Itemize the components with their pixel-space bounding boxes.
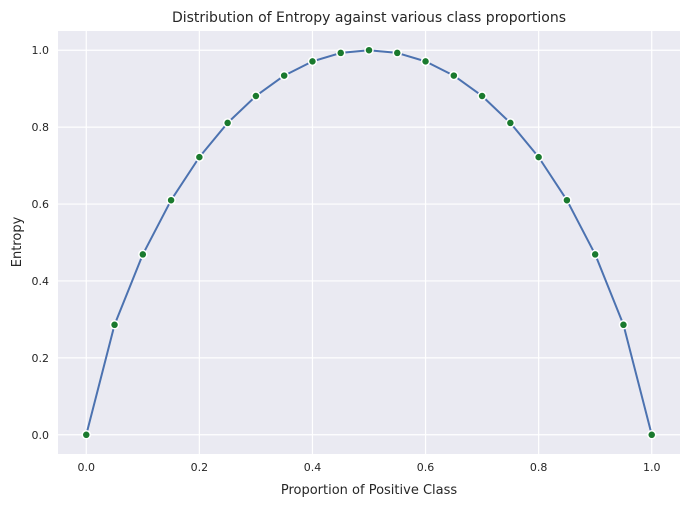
data-point <box>562 195 572 205</box>
plot-area: 0.0 0.2 0.4 0.6 0.8 1.0 0.0 0.2 0.4 0.6 0.8 1.0 <box>32 31 680 474</box>
data-point <box>166 195 176 205</box>
plot-background <box>58 31 680 454</box>
chart-title: Distribution of Entropy against various … <box>172 10 566 26</box>
x-tick-label: 1.0 <box>643 461 661 474</box>
data-point <box>335 48 346 58</box>
y-axis-title: Entropy <box>10 216 25 267</box>
x-tick-label: 0.0 <box>78 461 96 474</box>
y-tick-label: 0.6 <box>32 198 50 211</box>
data-point <box>420 56 431 67</box>
data-point <box>477 91 487 101</box>
y-tick-label: 0.0 <box>32 429 50 442</box>
data-point <box>618 320 629 330</box>
y-tick-label: 0.2 <box>32 352 50 365</box>
data-point <box>222 118 233 128</box>
data-point <box>449 70 459 81</box>
data-point <box>138 249 148 260</box>
data-point <box>251 91 261 101</box>
data-point <box>109 320 120 330</box>
x-tick-label: 0.8 <box>530 461 548 474</box>
data-point <box>307 56 318 67</box>
x-axis-title: Proportion of Positive Class <box>281 483 458 498</box>
data-point <box>646 430 657 440</box>
y-tick-label: 0.8 <box>32 121 50 134</box>
data-point <box>590 249 600 260</box>
x-tick-label: 0.6 <box>417 461 435 474</box>
y-tick-label: 1.0 <box>32 44 50 57</box>
data-point <box>279 70 289 81</box>
data-point <box>392 48 403 58</box>
data-point <box>194 152 205 162</box>
data-point <box>364 45 374 55</box>
data-point <box>81 430 92 440</box>
y-tick-label: 0.4 <box>32 275 50 288</box>
x-tick-label: 0.2 <box>191 461 209 474</box>
data-point <box>533 152 544 162</box>
x-tick-label: 0.4 <box>304 461 322 474</box>
data-point <box>505 118 516 128</box>
